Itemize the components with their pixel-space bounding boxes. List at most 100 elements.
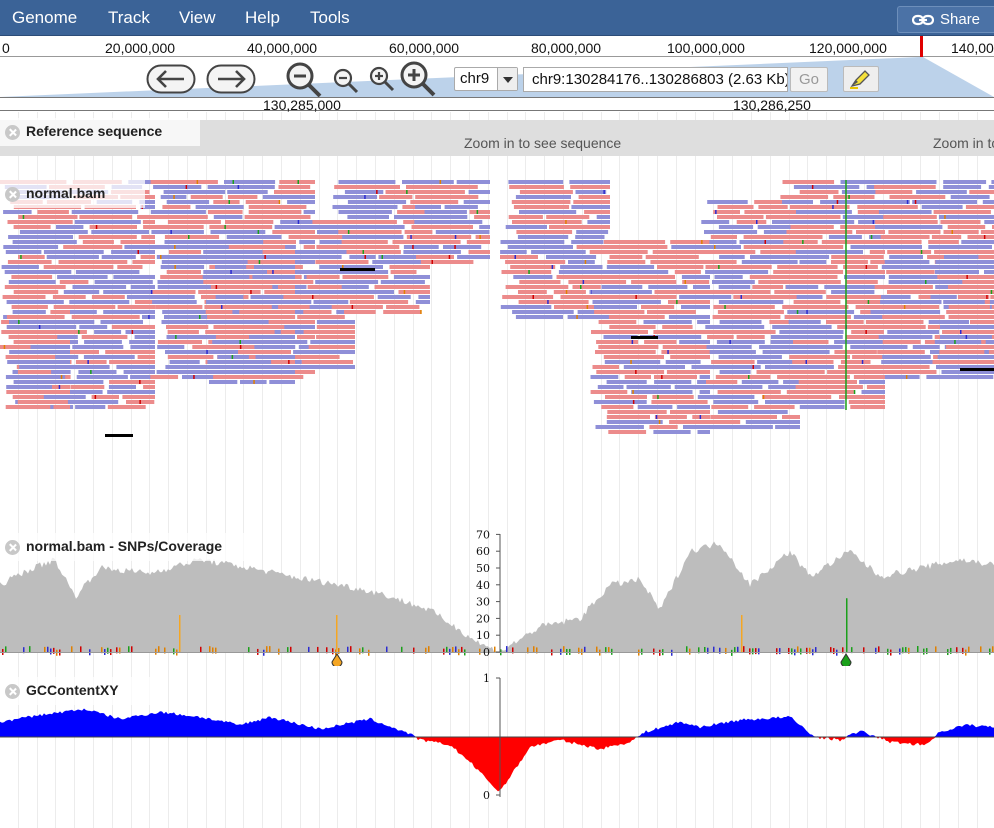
read[interactable]: [850, 245, 886, 249]
read[interactable]: [654, 290, 711, 294]
read[interactable]: [648, 285, 688, 289]
read[interactable]: [409, 250, 461, 254]
read[interactable]: [792, 290, 826, 294]
read[interactable]: [19, 380, 70, 384]
read[interactable]: [717, 215, 764, 219]
read[interactable]: [251, 370, 285, 374]
read[interactable]: [105, 350, 155, 354]
read[interactable]: [435, 230, 490, 234]
read[interactable]: [950, 195, 990, 199]
read[interactable]: [206, 260, 241, 264]
read[interactable]: [457, 255, 490, 259]
read[interactable]: [943, 230, 979, 234]
read[interactable]: [316, 325, 355, 329]
read[interactable]: [140, 255, 155, 259]
read[interactable]: [781, 275, 838, 279]
read[interactable]: [137, 215, 155, 219]
read[interactable]: [82, 240, 114, 244]
read[interactable]: [670, 410, 710, 414]
read[interactable]: [791, 220, 855, 224]
read[interactable]: [280, 220, 315, 224]
read[interactable]: [5, 250, 42, 254]
read[interactable]: [167, 220, 221, 224]
snp-bar[interactable]: [846, 598, 848, 652]
read[interactable]: [338, 210, 392, 214]
read[interactable]: [643, 320, 692, 324]
read[interactable]: [947, 225, 986, 229]
read[interactable]: [641, 305, 675, 309]
read[interactable]: [71, 315, 140, 319]
read[interactable]: [596, 215, 610, 219]
read[interactable]: [783, 305, 849, 309]
read[interactable]: [393, 275, 430, 279]
read[interactable]: [347, 200, 407, 204]
read[interactable]: [741, 260, 798, 264]
read[interactable]: [162, 310, 214, 314]
read[interactable]: [475, 235, 490, 239]
read[interactable]: [783, 240, 818, 244]
read[interactable]: [857, 205, 885, 209]
read[interactable]: [792, 360, 834, 364]
read[interactable]: [757, 360, 800, 364]
read[interactable]: [937, 355, 994, 359]
read[interactable]: [717, 205, 754, 209]
track-label-gc[interactable]: GCContentXY: [0, 677, 156, 705]
read[interactable]: [129, 340, 155, 344]
read[interactable]: [943, 300, 985, 304]
read[interactable]: [332, 295, 374, 299]
read[interactable]: [255, 280, 295, 284]
read[interactable]: [991, 180, 994, 184]
read[interactable]: [282, 355, 315, 359]
read[interactable]: [853, 315, 885, 319]
read[interactable]: [880, 180, 937, 184]
read[interactable]: [344, 310, 376, 314]
read[interactable]: [623, 365, 685, 369]
read[interactable]: [762, 395, 800, 399]
read[interactable]: [508, 215, 543, 219]
read[interactable]: [718, 300, 784, 304]
read[interactable]: [916, 190, 967, 194]
zoom-out-big-icon[interactable]: [285, 61, 323, 99]
read[interactable]: [982, 200, 994, 204]
read[interactable]: [758, 280, 800, 284]
pan-left-icon[interactable]: [146, 64, 196, 94]
read[interactable]: [293, 350, 315, 354]
read[interactable]: [768, 385, 800, 389]
read[interactable]: [309, 305, 337, 309]
read[interactable]: [389, 265, 431, 269]
read[interactable]: [780, 195, 829, 199]
read[interactable]: [708, 420, 741, 424]
read[interactable]: [156, 370, 211, 374]
read[interactable]: [6, 325, 70, 329]
read[interactable]: [772, 325, 800, 329]
read[interactable]: [303, 245, 315, 249]
read[interactable]: [7, 260, 52, 264]
read[interactable]: [853, 375, 885, 379]
read[interactable]: [12, 335, 58, 339]
read[interactable]: [697, 430, 711, 434]
read[interactable]: [719, 255, 745, 259]
read[interactable]: [733, 295, 800, 299]
read[interactable]: [75, 360, 107, 364]
read[interactable]: [980, 230, 994, 234]
read[interactable]: [785, 285, 819, 289]
read[interactable]: [928, 245, 992, 249]
read[interactable]: [204, 345, 255, 349]
read[interactable]: [912, 345, 940, 349]
read[interactable]: [5, 355, 56, 359]
read[interactable]: [274, 225, 315, 229]
read[interactable]: [516, 230, 573, 234]
read[interactable]: [280, 330, 295, 334]
read[interactable]: [790, 225, 834, 229]
read[interactable]: [269, 380, 295, 384]
read[interactable]: [697, 380, 710, 384]
read[interactable]: [113, 275, 155, 279]
read[interactable]: [963, 295, 990, 299]
read[interactable]: [213, 215, 243, 219]
read[interactable]: [790, 205, 800, 209]
read[interactable]: [53, 405, 71, 409]
read[interactable]: [278, 285, 295, 289]
read[interactable]: [671, 245, 710, 249]
read[interactable]: [261, 345, 295, 349]
read[interactable]: [332, 205, 398, 209]
